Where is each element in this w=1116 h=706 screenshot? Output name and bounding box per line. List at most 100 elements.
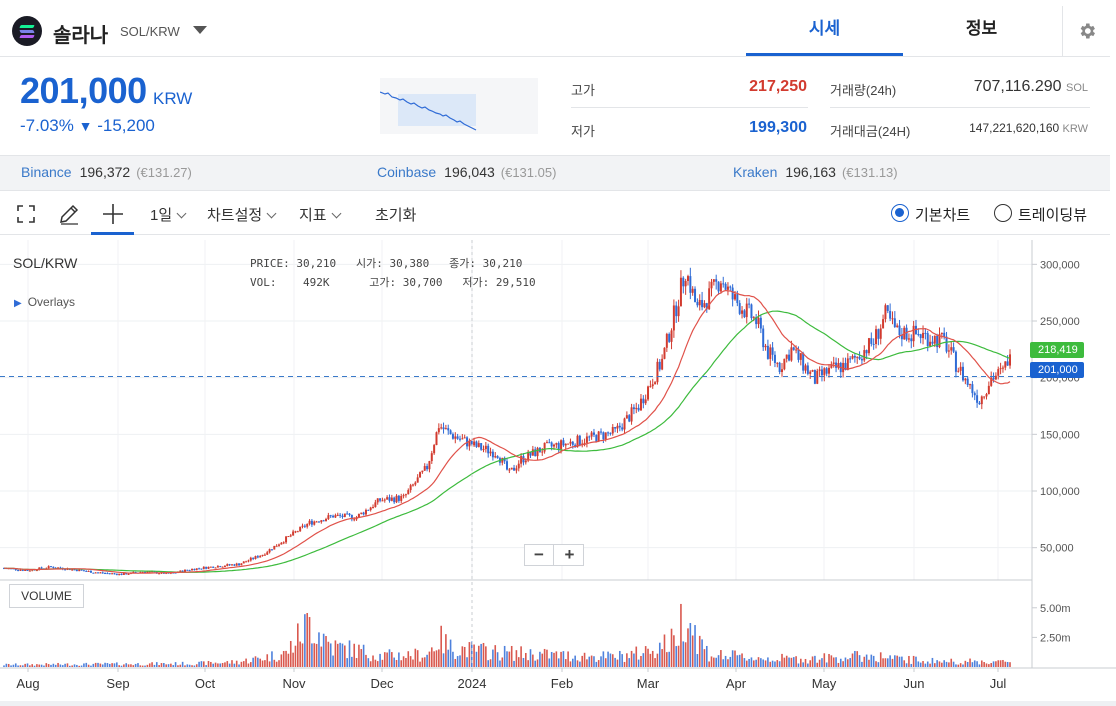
basic-chart-label[interactable]: 기본차트 bbox=[915, 207, 971, 224]
volume-bar bbox=[217, 663, 219, 667]
candle-body bbox=[325, 519, 328, 522]
volume-bar bbox=[809, 660, 812, 667]
volume-bar bbox=[781, 653, 783, 667]
volume-bar bbox=[118, 665, 120, 667]
volume-bar bbox=[153, 664, 156, 667]
candle-body bbox=[717, 281, 720, 292]
reset-button[interactable]: 초기화 bbox=[375, 207, 417, 224]
volume-bar bbox=[113, 663, 116, 667]
chart-settings-dropdown[interactable]: 차트설정 bbox=[207, 204, 277, 225]
overlays-toggle[interactable]: ▶ Overlays bbox=[14, 295, 75, 309]
candle-body bbox=[776, 362, 779, 364]
candle-body bbox=[628, 415, 631, 422]
zoom-out-button[interactable]: − bbox=[525, 545, 554, 565]
volume-bar bbox=[995, 661, 997, 667]
candle-body bbox=[444, 428, 447, 430]
trading-view-label[interactable]: 트레이딩뷰 bbox=[1018, 207, 1088, 224]
exchange-coinbase[interactable]: Coinbase 196,043 (€131.05) bbox=[377, 164, 556, 180]
volume-bar bbox=[816, 662, 819, 667]
candle-body bbox=[663, 347, 666, 359]
tab-quote[interactable]: 시세 bbox=[746, 6, 903, 56]
volume-bar bbox=[962, 664, 964, 667]
zoom-in-button[interactable]: + bbox=[564, 545, 575, 564]
volume-bar bbox=[273, 659, 276, 667]
candle-body bbox=[249, 557, 252, 561]
candle-body bbox=[623, 418, 626, 430]
volume-bar bbox=[177, 665, 179, 667]
candle-body bbox=[393, 497, 396, 503]
volume-bar bbox=[919, 662, 922, 667]
candle-body bbox=[491, 451, 494, 458]
draw-pencil-icon[interactable] bbox=[58, 203, 80, 225]
volume-bar bbox=[482, 642, 485, 667]
candle-body bbox=[21, 569, 24, 571]
candle-body bbox=[950, 347, 953, 351]
volume-bar bbox=[821, 658, 823, 667]
exchange-binance[interactable]: Binance 196,372 (€131.27) bbox=[21, 164, 192, 180]
volume-bar bbox=[1004, 661, 1007, 667]
volume-bar bbox=[489, 659, 492, 667]
candle-body bbox=[719, 283, 722, 292]
volume-bar bbox=[546, 649, 548, 667]
candle-body bbox=[463, 437, 466, 439]
y-tick-label: 150,000 bbox=[1040, 429, 1080, 441]
volume-bar bbox=[675, 646, 678, 667]
ma-value-tag: 218,419 bbox=[1030, 342, 1084, 358]
volume-bar bbox=[915, 656, 917, 667]
candle-body bbox=[245, 561, 248, 563]
volume-bar bbox=[894, 655, 896, 667]
x-tick-label: Feb bbox=[551, 676, 573, 691]
coin-pair[interactable]: SOL/KRW bbox=[120, 24, 180, 39]
volume-bar bbox=[31, 664, 34, 667]
volume-bar bbox=[235, 660, 238, 667]
vol-value: 492K bbox=[303, 276, 330, 289]
volume-bar bbox=[924, 663, 927, 667]
volume-bar bbox=[807, 663, 809, 667]
coin-name[interactable]: 솔라나 bbox=[53, 25, 109, 47]
volume-bar bbox=[778, 661, 781, 667]
candle-body bbox=[755, 317, 758, 325]
volume-number: 707,116.290 bbox=[973, 78, 1062, 95]
volume-bar bbox=[717, 655, 720, 667]
volume-bar bbox=[738, 654, 741, 667]
candle-body bbox=[513, 467, 516, 471]
volume-bar bbox=[569, 661, 572, 667]
candle-body bbox=[802, 353, 805, 371]
volume-bar bbox=[214, 662, 217, 667]
coin-dropdown-icon[interactable] bbox=[193, 26, 207, 34]
candle-body bbox=[759, 317, 762, 329]
candle-body bbox=[19, 569, 22, 571]
volume-bar bbox=[116, 662, 118, 667]
overlays-label: Overlays bbox=[27, 295, 76, 309]
price-chart[interactable]: 300,000 250,000 200,000 150,000 100,000 50,00… bbox=[0, 240, 1116, 701]
candlestick-chart[interactable]: 300,000250,000200,000150,000100,00050,00… bbox=[0, 240, 1116, 701]
fullscreen-icon[interactable] bbox=[16, 204, 36, 224]
candle-body bbox=[40, 567, 43, 569]
candle-body bbox=[764, 345, 767, 348]
trading-view-radio[interactable] bbox=[994, 204, 1012, 222]
interval-dropdown[interactable]: 1일 bbox=[150, 204, 187, 225]
candle-body bbox=[228, 564, 231, 566]
volume-bar bbox=[130, 664, 132, 667]
candle-body bbox=[188, 570, 191, 572]
candle-body bbox=[308, 520, 311, 524]
candle-body bbox=[113, 573, 116, 575]
tab-info[interactable]: 정보 bbox=[965, 19, 998, 38]
volume-button[interactable]: VOLUME bbox=[9, 584, 84, 608]
indicators-dropdown[interactable]: 지표 bbox=[299, 204, 342, 225]
volume-bar bbox=[381, 659, 384, 667]
settings-button[interactable] bbox=[1062, 6, 1110, 56]
candle-body bbox=[806, 365, 809, 374]
exchange-kraken[interactable]: Kraken 196,163 (€131.13) bbox=[733, 164, 898, 180]
candle-body bbox=[433, 445, 436, 454]
crosshair-icon[interactable] bbox=[102, 203, 124, 225]
volume-bar bbox=[297, 623, 299, 667]
candle-body bbox=[1001, 367, 1004, 369]
basic-chart-radio[interactable] bbox=[891, 204, 909, 222]
volume-value: 707,116.290 SOL bbox=[930, 78, 1088, 96]
volume-bar bbox=[369, 661, 372, 667]
candle-body bbox=[929, 341, 932, 346]
volume-bar bbox=[78, 665, 81, 667]
candle-body bbox=[282, 542, 285, 544]
gear-icon bbox=[1080, 23, 1095, 39]
